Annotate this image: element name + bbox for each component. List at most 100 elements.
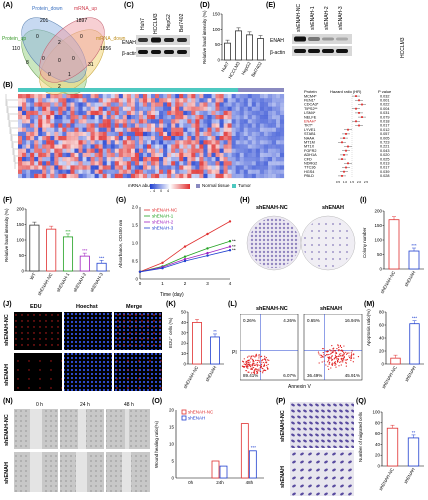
heatmap-cell bbox=[271, 98, 277, 103]
heatmap-cell bbox=[110, 173, 115, 179]
bar bbox=[62, 236, 74, 272]
chart-g-ylabel: Absorbance, OD450 nm bbox=[118, 219, 123, 268]
flow-event bbox=[348, 352, 350, 354]
heatmap-cell bbox=[203, 119, 208, 124]
heatmap-cell bbox=[122, 131, 127, 137]
heatmap-cell bbox=[183, 123, 188, 128]
heatmap-cell bbox=[62, 173, 67, 179]
heatmap-cell bbox=[146, 161, 152, 166]
heatmap-cell bbox=[187, 119, 192, 124]
heatmap-cell bbox=[34, 119, 39, 124]
heatmap-cell bbox=[146, 169, 152, 174]
heatmap-cell bbox=[219, 115, 224, 120]
heatmap-cell bbox=[163, 161, 168, 166]
heatmap-cell bbox=[74, 161, 79, 166]
heatmap-cell bbox=[122, 152, 127, 158]
heatmap-cell bbox=[146, 152, 152, 158]
heatmap-cell bbox=[171, 144, 176, 149]
heatmap-cell bbox=[126, 123, 131, 128]
heatmap-cell bbox=[279, 144, 285, 149]
heatmap-cell bbox=[70, 115, 75, 120]
heatmap-cell bbox=[195, 123, 200, 128]
venn-count: 31 bbox=[88, 62, 94, 68]
data-point bbox=[228, 240, 232, 243]
flow-event bbox=[246, 362, 248, 364]
heatmap-cell bbox=[195, 98, 200, 103]
forest-pvalue: 0.079 bbox=[380, 115, 390, 119]
heatmap-cell bbox=[110, 131, 115, 137]
blot-c-row: ENAH bbox=[122, 40, 136, 46]
heatmap-cell bbox=[106, 165, 111, 170]
flow-event bbox=[330, 352, 333, 354]
heatmap-cell bbox=[279, 115, 285, 120]
heatmap-cell bbox=[62, 131, 67, 137]
heatmap-cell bbox=[86, 94, 91, 99]
heatmap-cell bbox=[159, 102, 164, 107]
heatmap-cell bbox=[179, 110, 184, 116]
heatmap-cell bbox=[159, 140, 164, 145]
heatmap-cell bbox=[62, 144, 67, 149]
heatmap-cell bbox=[223, 152, 228, 158]
flow-event bbox=[343, 354, 345, 356]
heatmap-cell bbox=[18, 98, 23, 103]
heatmap-cell bbox=[235, 173, 240, 179]
heatmap-cell bbox=[42, 102, 47, 107]
heatmap-cell bbox=[195, 119, 200, 124]
heatmap-cell bbox=[78, 161, 83, 166]
forest-axis-tick: 0.5 bbox=[336, 180, 341, 184]
heatmap-cell bbox=[243, 131, 248, 137]
heatmap-cell bbox=[175, 144, 180, 149]
heatmap-cell bbox=[155, 136, 160, 141]
heatmap-cell bbox=[90, 165, 95, 170]
heatmap-cell bbox=[199, 123, 204, 128]
flow-event bbox=[334, 361, 337, 363]
flow-event bbox=[261, 367, 263, 369]
heatmap-cell bbox=[66, 106, 71, 111]
heatmap-cell bbox=[255, 148, 260, 153]
flow-event bbox=[339, 355, 341, 357]
heatmap-cell bbox=[106, 148, 111, 153]
heatmap-cell bbox=[22, 102, 27, 107]
x-tick-label: shENAH bbox=[403, 270, 416, 287]
heatmap-cell bbox=[215, 98, 220, 103]
heatmap-cell bbox=[187, 131, 192, 137]
heatmap-cell bbox=[267, 169, 273, 174]
flow-event bbox=[245, 362, 247, 364]
heatmap-cell bbox=[151, 140, 156, 145]
heatmap-cell bbox=[183, 165, 188, 170]
heatmap-cell bbox=[175, 98, 180, 103]
heatmap-cell bbox=[38, 123, 43, 128]
heatmap-cell bbox=[203, 140, 208, 145]
heatmap-cell bbox=[219, 102, 224, 107]
heatmap-cell bbox=[86, 169, 91, 174]
heatmap-cell bbox=[267, 131, 273, 137]
y-tick-label: 1.5 bbox=[132, 223, 139, 228]
heatmap-cell bbox=[106, 119, 111, 124]
flow-event bbox=[337, 355, 340, 357]
heatmap-cell bbox=[90, 102, 95, 107]
heatmap-cell bbox=[74, 131, 79, 137]
heatmap-cell bbox=[227, 140, 232, 145]
heatmap-cell bbox=[114, 131, 119, 137]
heatmap-cell bbox=[130, 148, 135, 153]
heatmap-cell bbox=[50, 157, 55, 162]
heatmap-cell bbox=[267, 98, 273, 103]
heatmap-cell bbox=[46, 161, 51, 166]
flow-event bbox=[247, 359, 249, 362]
heatmap-cell bbox=[110, 144, 115, 149]
heatmap-cell bbox=[211, 127, 216, 132]
heatmap-cell bbox=[279, 165, 285, 170]
heatmap-cell bbox=[90, 161, 95, 166]
heatmap-cell bbox=[74, 152, 79, 158]
heatmap-cell bbox=[159, 157, 164, 162]
heatmap-cell bbox=[171, 157, 176, 162]
heatmap-cell bbox=[255, 127, 260, 132]
heatmap-cell bbox=[275, 94, 281, 99]
heatmap-cell bbox=[22, 165, 27, 170]
heatmap-cell bbox=[142, 115, 148, 120]
heatmap-cell bbox=[195, 110, 200, 116]
heatmap-cell bbox=[98, 98, 103, 103]
heatmap-cell bbox=[54, 102, 59, 107]
significance-label: *** bbox=[232, 239, 236, 244]
heatmap-cell bbox=[94, 123, 99, 128]
